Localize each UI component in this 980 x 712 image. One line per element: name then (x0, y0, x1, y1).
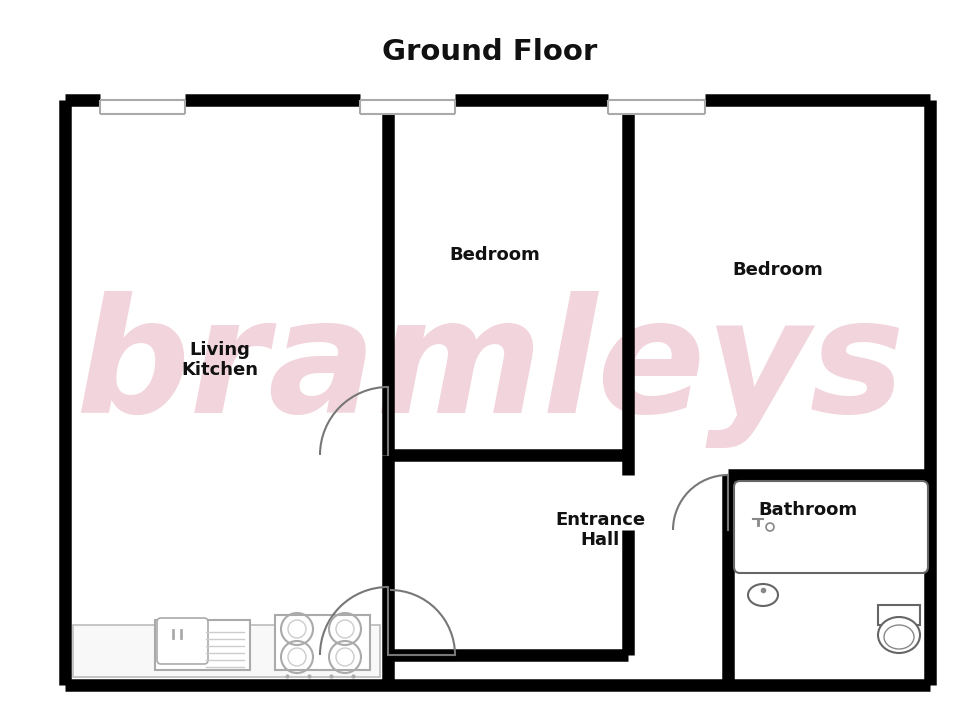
Ellipse shape (878, 617, 920, 653)
Bar (360, 100, 455, 114)
Text: bramleys: bramleys (75, 291, 905, 449)
FancyBboxPatch shape (734, 481, 928, 573)
Bar (878, 605, 920, 625)
Text: Bedroom: Bedroom (450, 246, 540, 264)
Text: Entrance
Hall: Entrance Hall (555, 511, 645, 550)
FancyBboxPatch shape (157, 618, 208, 664)
Bar (100, 100, 185, 114)
Text: Bedroom: Bedroom (733, 261, 823, 279)
Text: Living
Kitchen: Living Kitchen (181, 340, 259, 379)
Bar (608, 100, 705, 114)
Bar (155, 620, 250, 670)
Ellipse shape (884, 625, 914, 649)
Bar (73, 625, 380, 677)
Text: Bathroom: Bathroom (759, 501, 858, 519)
Ellipse shape (748, 584, 778, 606)
Bar (275, 615, 370, 670)
Text: Ground Floor: Ground Floor (382, 38, 598, 66)
